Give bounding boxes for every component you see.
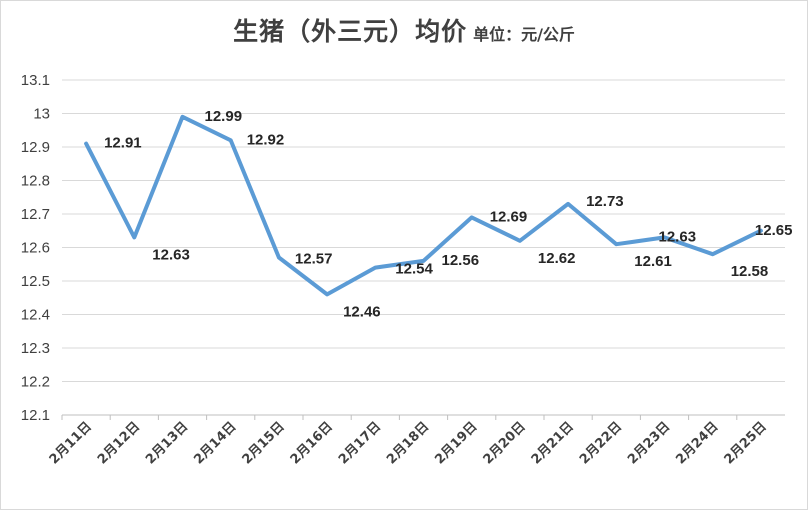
- data-label: 12.54: [395, 261, 433, 278]
- data-label: 12.63: [659, 228, 697, 245]
- data-label: 12.57: [295, 251, 333, 268]
- data-label: 12.99: [205, 108, 243, 125]
- y-tick-label: 12.4: [21, 307, 50, 324]
- data-label: 12.65: [755, 222, 793, 239]
- y-tick-label: 12.3: [21, 340, 50, 357]
- x-tick-label: 2月11日: [47, 419, 95, 467]
- y-tick-label: 12.9: [21, 139, 50, 156]
- x-tick-label: 2月21日: [529, 419, 577, 467]
- series-line: [84, 114, 763, 297]
- chart-title: 生猪（外三元）均价: [233, 17, 468, 46]
- data-label: 12.62: [538, 250, 576, 267]
- y-tick-label: 12.5: [21, 273, 50, 290]
- y-tick-label: 12.7: [21, 206, 50, 223]
- x-tick-label: 2月23日: [625, 419, 673, 467]
- x-tick-label: 2月14日: [191, 419, 239, 467]
- x-tick-label: 2月16日: [288, 419, 336, 467]
- data-label: 12.69: [490, 208, 528, 225]
- data-label: 12.61: [634, 253, 672, 270]
- data-label: 12.56: [442, 252, 480, 269]
- y-tick-label: 12.6: [21, 240, 50, 257]
- data-label: 12.91: [104, 135, 142, 152]
- chart-unit-label: 单位：元/公斤: [473, 25, 575, 44]
- y-tick-label: 12.8: [21, 173, 50, 190]
- data-label: 12.73: [586, 193, 624, 210]
- chart-title-block: 生猪（外三元）均价 单位：元/公斤: [0, 12, 808, 48]
- gridlines: [62, 79, 785, 416]
- y-tick-label: 12.2: [21, 374, 50, 391]
- data-label: 12.46: [343, 303, 381, 320]
- x-tick-label: 2月24日: [673, 419, 721, 467]
- x-tick-label: 2月18日: [384, 419, 432, 467]
- x-tick-label: 2月20日: [481, 419, 529, 467]
- x-tick-label: 2月19日: [432, 419, 480, 467]
- x-tick-label: 2月17日: [336, 419, 384, 467]
- x-tick-label: 2月15日: [240, 419, 288, 467]
- x-tick-label: 2月22日: [577, 419, 625, 467]
- y-tick-label: 12.1: [21, 407, 50, 424]
- x-tick-label: 2月12日: [95, 419, 143, 467]
- x-tick-label: 2月13日: [143, 419, 191, 467]
- y-tick-label: 13.1: [21, 72, 50, 89]
- x-axis-ticks: 2月11日 2月12日 2月13日 2月14日 2月15日 2月16日 2月17日 2月18日…: [47, 415, 770, 467]
- data-label: 12.58: [731, 263, 769, 280]
- x-tick-label: 2月25日: [722, 419, 770, 467]
- data-label: 12.92: [247, 131, 285, 148]
- data-label: 12.63: [152, 246, 190, 263]
- y-axis-ticks: 13.1 13 12.9 12.8 12.7 12.6 12.5 12.4 12.3 12.2 12…: [21, 72, 50, 424]
- y-tick-label: 13: [33, 106, 50, 123]
